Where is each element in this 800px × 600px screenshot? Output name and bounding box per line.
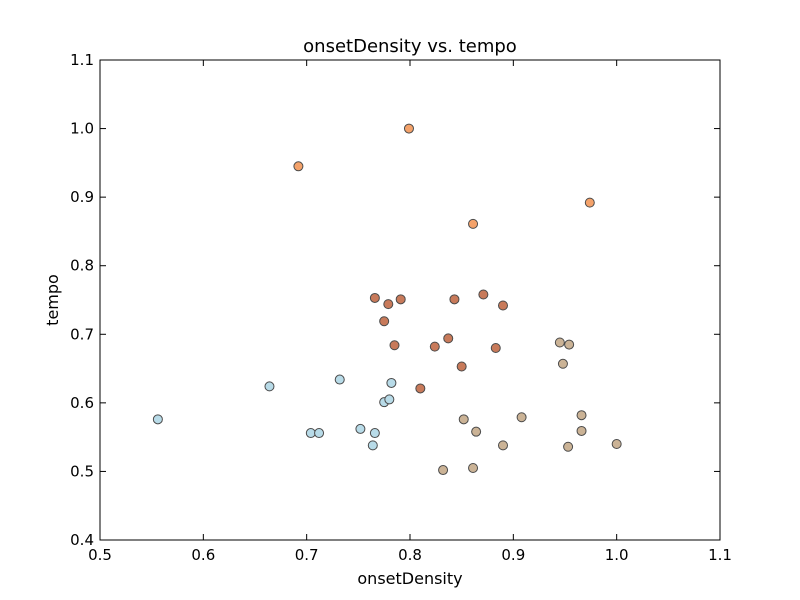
x-axis-label: onsetDensity (357, 569, 462, 588)
data-point (415, 383, 426, 394)
data-point (611, 439, 622, 449)
y-tick-label: 1.1 (70, 51, 94, 69)
data-point (554, 337, 565, 348)
data-point (563, 441, 574, 452)
data-point (314, 428, 325, 439)
data-point (468, 463, 479, 473)
chart-title: onsetDensity vs. tempo (303, 36, 517, 57)
y-tick-label: 0.8 (70, 257, 94, 275)
y-tick-labels: 0.4 0.5 0.6 0.7 0.8 0.9 1.0 1.1 (70, 51, 94, 549)
y-tick-label: 0.9 (70, 188, 94, 206)
data-point (386, 377, 397, 388)
y-axis-label: tempo (43, 274, 62, 326)
data-point (498, 300, 508, 311)
data-point (478, 289, 489, 300)
data-point (379, 316, 390, 327)
data-point (498, 440, 508, 451)
data-point (305, 428, 316, 439)
data-point (490, 343, 501, 353)
data-point (383, 299, 394, 310)
x-tick-label: 0.6 (191, 546, 215, 564)
data-point (443, 333, 454, 344)
data-point (516, 412, 527, 423)
data-point (264, 381, 275, 392)
y-tick-label: 0.4 (70, 531, 94, 549)
data-point (403, 123, 414, 134)
data-point (389, 340, 400, 351)
y-tick-label: 0.5 (70, 462, 94, 480)
y-tick-label: 0.6 (70, 394, 94, 412)
data-point (576, 410, 587, 421)
data-point (355, 423, 366, 434)
y-tick-label: 0.7 (70, 325, 94, 343)
axis-ticks (99, 59, 721, 541)
data-point (471, 426, 482, 437)
x-tick-labels: 0.5 0.6 0.7 0.8 0.9 1.0 1.1 (88, 546, 732, 564)
data-point (438, 465, 449, 476)
x-tick-label: 0.9 (501, 546, 525, 564)
data-point (369, 428, 380, 439)
data-point (576, 425, 587, 436)
x-tick-label: 0.7 (295, 546, 319, 564)
data-point (564, 339, 575, 350)
data-point (449, 294, 460, 305)
data-points (152, 123, 622, 476)
data-point (367, 440, 378, 451)
data-point (458, 414, 469, 425)
data-point (456, 361, 467, 372)
data-point (369, 292, 380, 303)
x-tick-label: 1.0 (605, 546, 629, 564)
data-point (557, 358, 568, 369)
data-point (584, 197, 595, 208)
data-point (334, 374, 345, 385)
data-point (384, 394, 395, 405)
y-tick-label: 1.0 (70, 120, 94, 138)
data-point (395, 294, 406, 305)
x-tick-label: 0.8 (398, 546, 422, 564)
data-point (293, 161, 304, 172)
x-tick-label: 0.5 (88, 546, 112, 564)
x-tick-label: 1.1 (708, 546, 732, 564)
data-point (468, 218, 479, 229)
data-point (152, 414, 163, 425)
data-point (429, 341, 440, 352)
